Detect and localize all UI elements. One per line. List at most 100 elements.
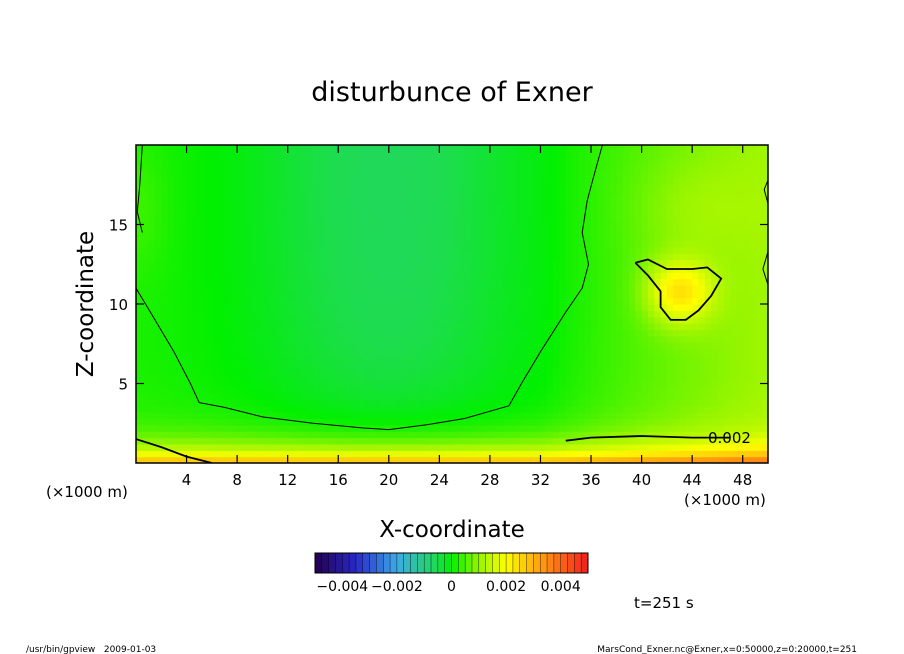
heatmap-cell <box>452 227 459 235</box>
heatmap-cell <box>730 214 737 222</box>
heatmap-cell <box>711 272 719 280</box>
heatmap-cell <box>502 227 510 235</box>
heatmap-cell <box>483 393 491 400</box>
heatmap-cell <box>464 342 472 350</box>
heatmap-cell <box>647 227 655 235</box>
heatmap-cell <box>736 342 744 350</box>
heatmap-cell <box>268 354 276 362</box>
heatmap-cell <box>136 157 143 165</box>
heatmap-cell <box>173 272 181 280</box>
heatmap-cell <box>508 431 516 439</box>
heatmap-cell <box>357 284 365 292</box>
heatmap-cell <box>496 291 504 299</box>
heatmap-cell <box>142 221 150 229</box>
heatmap-cell <box>445 424 453 432</box>
heatmap-cell <box>673 399 681 407</box>
heatmap-cell <box>616 208 624 216</box>
heatmap-cell <box>483 443 491 451</box>
heatmap-cell <box>256 373 263 381</box>
heatmap-cell <box>452 278 459 286</box>
heatmap-cell <box>205 335 213 343</box>
heatmap-cell <box>148 189 156 197</box>
heatmap-cell <box>249 259 257 267</box>
heatmap-cell <box>357 297 365 305</box>
heatmap-cell <box>300 361 308 369</box>
heatmap-cell <box>584 412 592 420</box>
heatmap-cell <box>704 450 712 458</box>
heatmap-cell <box>761 450 768 458</box>
heatmap-cell <box>610 221 617 229</box>
heatmap-cell <box>559 246 567 254</box>
heatmap-cell <box>281 424 289 432</box>
heatmap-cell <box>660 380 668 388</box>
heatmap-cell <box>641 246 649 254</box>
heatmap-cell <box>148 342 156 350</box>
heatmap-cell <box>142 176 150 184</box>
heatmap-cell <box>363 157 371 165</box>
heatmap-cell <box>325 297 333 305</box>
heatmap-cell <box>730 234 737 241</box>
heatmap-cell <box>350 335 358 343</box>
heatmap-cell <box>559 259 567 267</box>
heatmap-cell <box>344 367 352 375</box>
heatmap-cell <box>578 450 586 458</box>
heatmap-cell <box>641 399 649 407</box>
heatmap-cell <box>173 342 181 350</box>
heatmap-cell <box>641 208 649 216</box>
heatmap-cell <box>647 265 655 273</box>
heatmap-cell <box>464 253 472 261</box>
heatmap-cell <box>584 316 592 324</box>
heatmap-cell <box>660 361 668 369</box>
heatmap-cell <box>761 405 768 413</box>
heatmap-cell <box>622 431 630 439</box>
heatmap-cell <box>376 380 384 388</box>
heatmap-cell <box>230 310 238 318</box>
heatmap-cell <box>711 202 719 210</box>
heatmap-cell <box>736 412 744 420</box>
heatmap-cell <box>540 412 548 420</box>
heatmap-cell <box>262 195 270 203</box>
heatmap-cell <box>445 195 453 203</box>
heatmap-cell <box>275 227 282 235</box>
heatmap-cell <box>281 227 289 235</box>
heatmap-cell <box>319 373 327 381</box>
heatmap-cell <box>603 361 611 369</box>
heatmap-cell <box>407 342 415 350</box>
heatmap-cell <box>666 373 674 381</box>
heatmap-cell <box>369 265 377 273</box>
heatmap-cell <box>218 221 226 229</box>
heatmap-cell <box>711 170 719 178</box>
heatmap-cell <box>256 151 263 159</box>
heatmap-cell <box>433 253 440 261</box>
heatmap-cell <box>439 443 447 451</box>
heatmap-cell <box>622 354 630 362</box>
heatmap-cell <box>218 354 226 362</box>
heatmap-cell <box>477 208 485 216</box>
heatmap-cell <box>508 221 516 229</box>
heatmap-cell <box>749 246 756 254</box>
heatmap-cell <box>572 189 579 197</box>
heatmap-cell <box>224 145 232 152</box>
heatmap-cell <box>281 418 289 426</box>
heatmap-cell <box>470 208 478 216</box>
heatmap-cell <box>256 348 263 356</box>
heatmap-cell <box>704 208 712 216</box>
heatmap-cell <box>578 221 586 229</box>
heatmap-cell <box>673 208 681 216</box>
heatmap-cell <box>262 424 270 432</box>
heatmap-cell <box>161 342 169 350</box>
heatmap-cell <box>237 297 245 305</box>
heatmap-cell <box>553 335 561 343</box>
heatmap-cell <box>635 418 643 426</box>
heatmap-cell <box>287 176 295 184</box>
heatmap-cell <box>388 272 396 280</box>
heatmap-cell <box>470 443 478 451</box>
heatmap-cell <box>161 304 169 311</box>
heatmap-cell <box>205 304 213 311</box>
heatmap-cell <box>382 253 390 261</box>
heatmap-cell <box>414 272 421 280</box>
heatmap-cell <box>761 342 768 350</box>
heatmap-cell <box>483 361 491 369</box>
heatmap-cell <box>154 234 162 241</box>
